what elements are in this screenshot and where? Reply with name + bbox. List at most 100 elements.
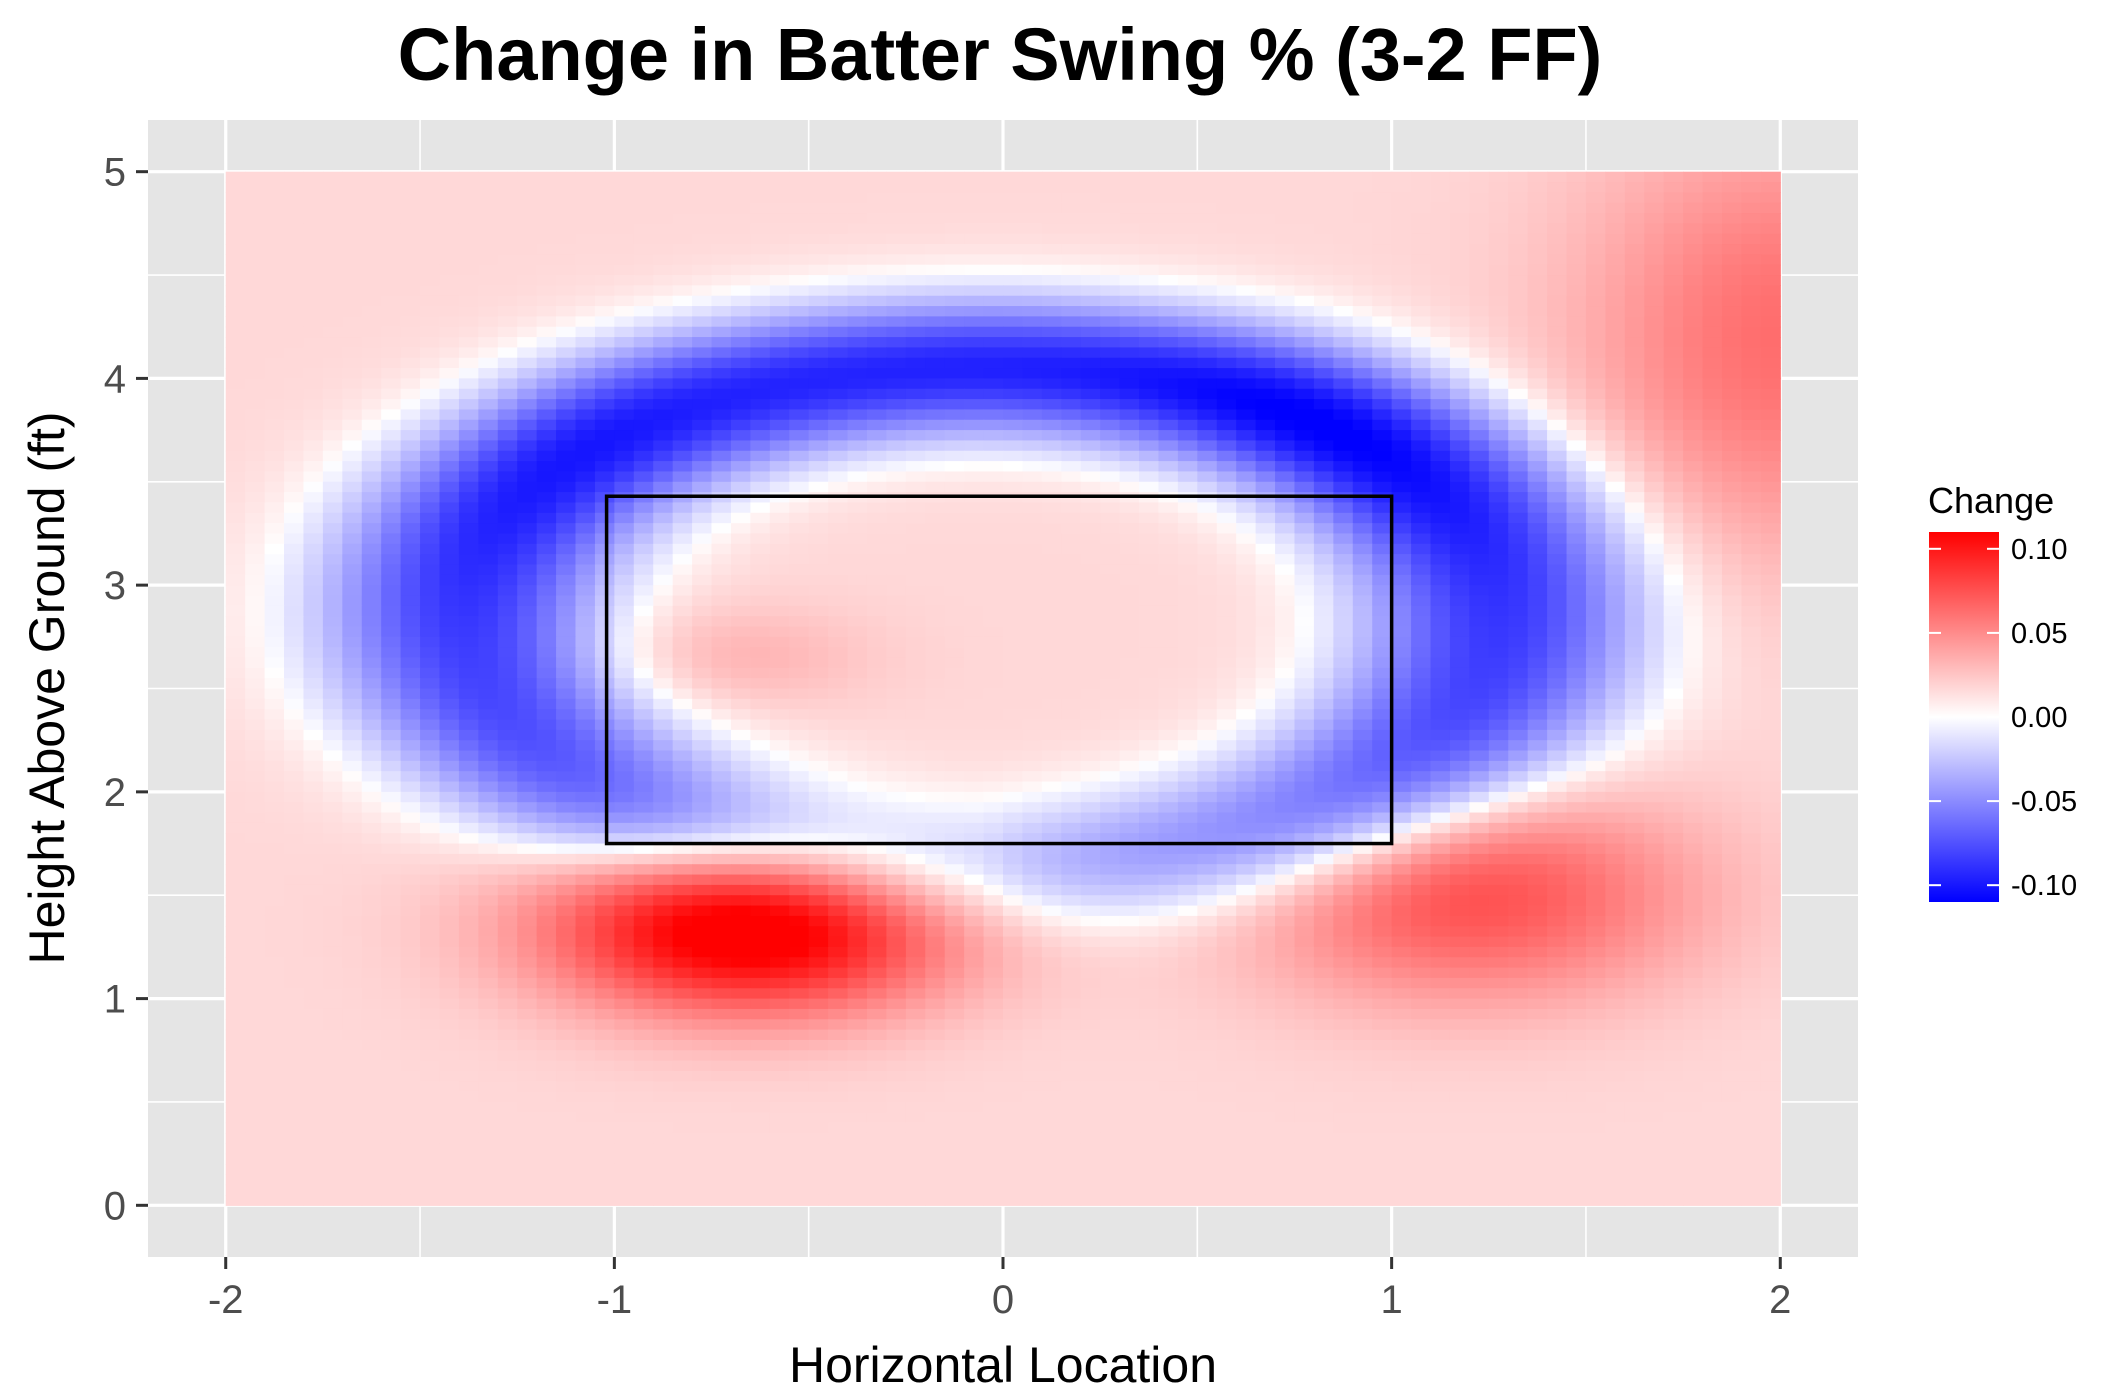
heatmap-cell <box>1139 306 1160 317</box>
heatmap-cell <box>1041 791 1062 803</box>
heatmap-cell <box>1391 275 1412 286</box>
heatmap-cell <box>1372 316 1393 328</box>
heatmap-cell <box>1003 388 1024 400</box>
heatmap-cell <box>264 698 285 710</box>
heatmap-cell <box>536 647 557 659</box>
heatmap-cell <box>983 554 1004 566</box>
heatmap-cell <box>886 192 907 204</box>
heatmap-cell <box>1313 316 1334 328</box>
heatmap-cell <box>303 512 324 524</box>
heatmap-cell <box>1236 512 1257 524</box>
heatmap-cell <box>692 409 713 421</box>
heatmap-cell <box>1003 533 1024 545</box>
heatmap-cell <box>322 450 343 462</box>
heatmap-cell <box>1585 678 1606 690</box>
heatmap-cell <box>1139 171 1160 183</box>
heatmap-cell <box>303 771 324 783</box>
heatmap-cell <box>1236 285 1257 297</box>
heatmap-cell <box>886 574 907 586</box>
heatmap-cell <box>1022 285 1043 297</box>
heatmap-cell <box>808 698 829 710</box>
heatmap-cell <box>264 585 285 597</box>
heatmap-cell <box>458 492 479 504</box>
heatmap-cell <box>653 698 674 710</box>
heatmap-cell <box>245 698 266 710</box>
heatmap-cell <box>828 233 849 245</box>
heatmap-cell <box>1139 771 1160 783</box>
heatmap-cell <box>1741 791 1762 803</box>
heatmap-cell <box>1624 388 1645 400</box>
heatmap-cell <box>517 523 538 535</box>
heatmap-cell <box>964 574 985 586</box>
heatmap-cell <box>1411 512 1432 524</box>
heatmap-cell <box>1663 719 1684 731</box>
heatmap-cell <box>1216 740 1237 752</box>
heatmap-cell <box>964 657 985 669</box>
heatmap-cell <box>1236 399 1257 411</box>
heatmap-cell <box>1313 719 1334 731</box>
heatmap-cell <box>342 419 363 431</box>
heatmap-cell <box>1469 574 1490 586</box>
heatmap-cell <box>1644 647 1665 659</box>
heatmap-cell <box>730 626 751 638</box>
heatmap-cell <box>866 430 888 442</box>
heatmap-cell <box>633 182 654 193</box>
heatmap-cell <box>594 347 615 359</box>
heatmap-cell <box>264 306 285 317</box>
heatmap-cell <box>303 471 324 483</box>
heatmap-cell <box>264 647 285 659</box>
heatmap-cell <box>1158 357 1179 369</box>
heatmap-cell <box>1333 306 1354 317</box>
heatmap-cell <box>1644 450 1665 462</box>
heatmap-cell <box>692 688 713 700</box>
heatmap-cell <box>1721 440 1743 452</box>
heatmap-cell <box>1236 585 1257 597</box>
heatmap-cell <box>847 171 868 183</box>
heatmap-cell <box>1022 337 1043 348</box>
heatmap-cell <box>1119 771 1140 783</box>
heatmap-cell <box>944 223 965 235</box>
heatmap-cell <box>905 440 926 452</box>
heatmap-cell <box>1313 781 1334 793</box>
heatmap-cell <box>303 802 324 814</box>
heatmap-cell <box>1760 771 1781 783</box>
heatmap-cell <box>1255 461 1276 473</box>
heatmap-cell <box>1721 605 1743 617</box>
heatmap-cell <box>322 347 343 359</box>
heatmap-cell <box>1294 554 1315 566</box>
heatmap-cell <box>284 636 305 648</box>
heatmap-cell <box>692 337 713 348</box>
heatmap-cell <box>1294 440 1315 452</box>
heatmap-cell <box>284 585 305 597</box>
heatmap-cell <box>245 388 266 400</box>
heatmap-cell <box>1605 709 1626 721</box>
heatmap-cell <box>1352 533 1373 545</box>
heatmap-cell <box>575 585 596 597</box>
heatmap-cell <box>750 347 771 359</box>
heatmap-cell <box>517 430 538 442</box>
heatmap-cell <box>536 388 557 400</box>
heatmap-cell <box>653 585 674 597</box>
heatmap-cell <box>381 264 402 276</box>
heatmap-cell <box>1430 264 1451 276</box>
heatmap-cell <box>517 750 538 762</box>
heatmap-cell <box>614 378 635 390</box>
heatmap-cell <box>400 388 421 400</box>
heatmap-cell <box>828 667 849 679</box>
heatmap-cell <box>730 337 751 348</box>
heatmap-cell <box>536 688 557 700</box>
heatmap-cell <box>672 574 693 586</box>
heatmap-cell <box>1139 616 1160 628</box>
heatmap-cell <box>497 192 518 204</box>
heatmap-cell <box>1741 523 1762 535</box>
heatmap-cell <box>808 192 829 204</box>
heatmap-cell <box>284 171 305 183</box>
heatmap-cell <box>1333 781 1354 793</box>
heatmap-cell <box>964 316 985 328</box>
heatmap-cell <box>420 378 441 390</box>
heatmap-cell <box>575 337 596 348</box>
heatmap-cell <box>1430 182 1451 193</box>
heatmap-cell <box>458 595 479 607</box>
heatmap-cell <box>730 719 751 731</box>
heatmap-cell <box>342 667 363 679</box>
